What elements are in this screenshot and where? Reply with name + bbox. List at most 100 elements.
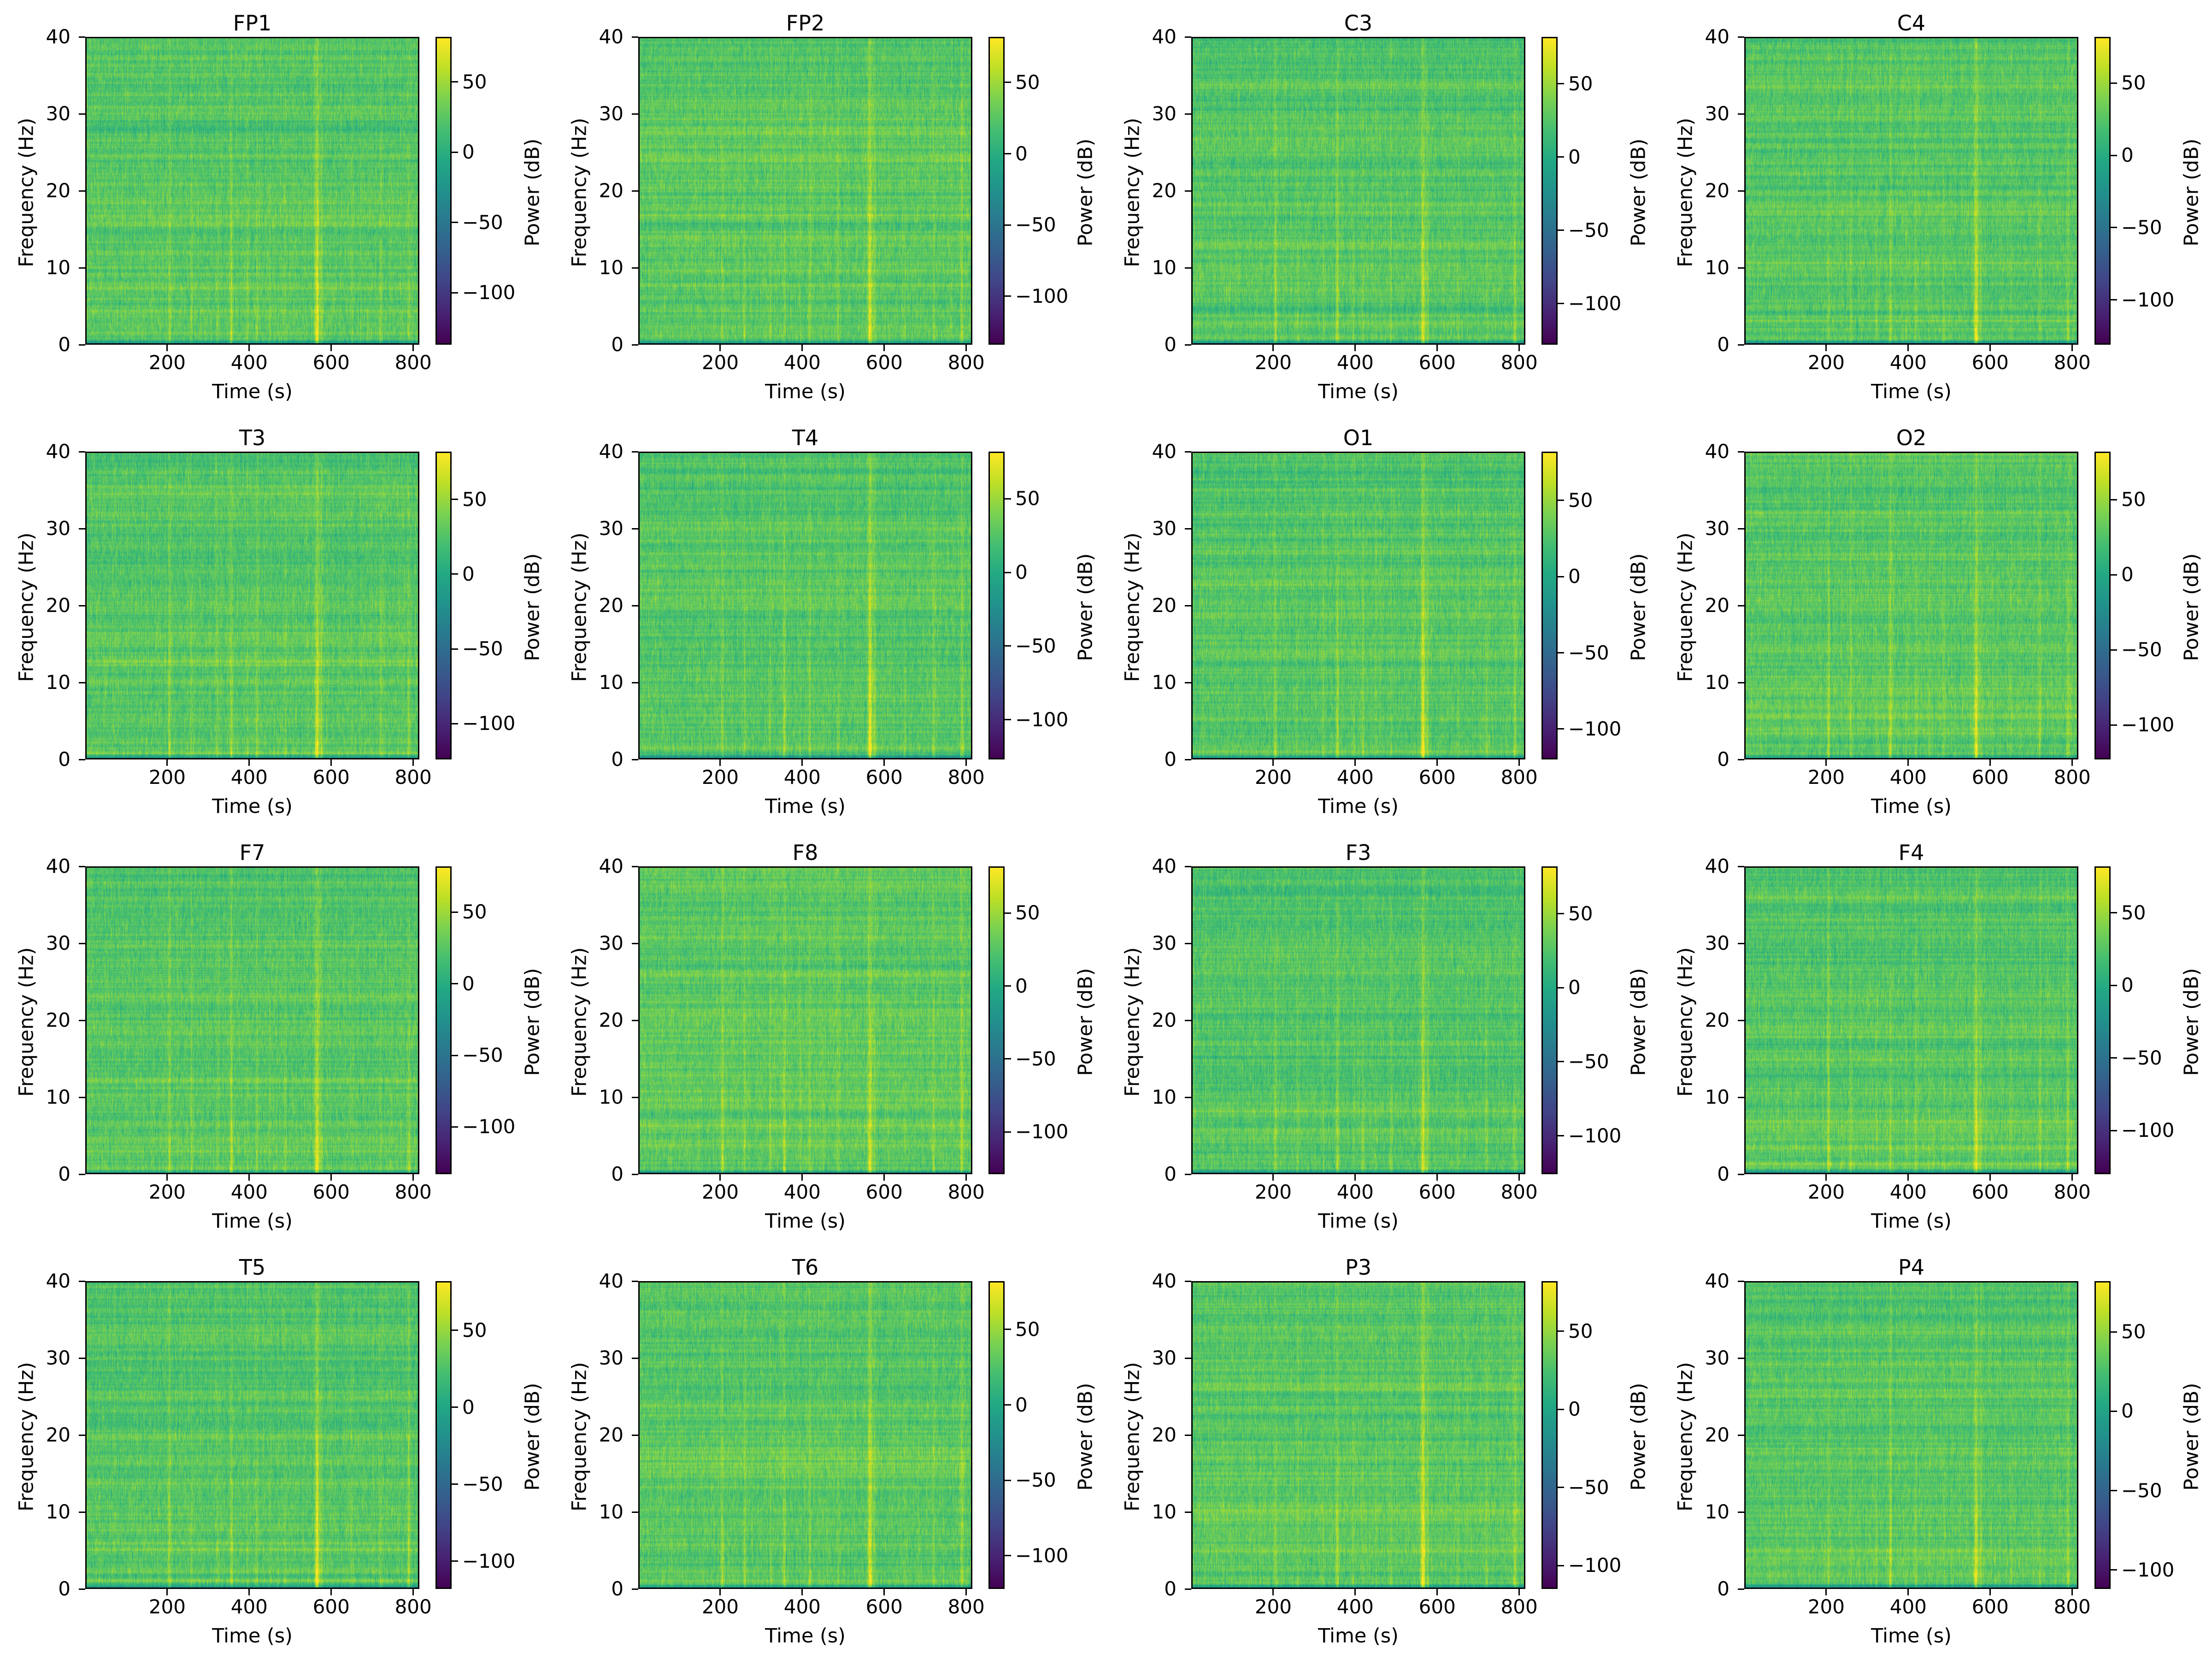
y-tick-label: 0 [611, 1163, 624, 1185]
colorbar [1541, 866, 1558, 1174]
x-tick-label: 800 [2053, 351, 2091, 374]
x-tick-mark [1354, 345, 1356, 351]
x-tick-mark [1825, 345, 1827, 351]
y-tick-label: 0 [1717, 333, 1730, 356]
y-tick-mark [79, 865, 85, 867]
colorbar-tick-label: 0 [2121, 144, 2134, 167]
colorbar-tick-mark [2111, 724, 2117, 726]
colorbar-tick-label: 0 [462, 1395, 475, 1418]
x-tick-label: 200 [1254, 1181, 1292, 1203]
spectrogram-plot [1191, 866, 1525, 1174]
x-axis-label: Time (s) [212, 795, 293, 818]
x-tick-mark [719, 759, 721, 766]
colorbar-tick-label: 50 [462, 488, 487, 511]
colorbar-tick-mark [452, 1054, 458, 1056]
colorbar-tick-label: −100 [1568, 1554, 1622, 1577]
panel-title: T6 [792, 1255, 819, 1280]
y-tick-label: 30 [1152, 932, 1177, 954]
x-tick-label: 400 [1336, 766, 1374, 788]
x-tick-label: 400 [230, 1181, 268, 1203]
y-tick-label: 20 [1705, 1009, 1730, 1031]
colorbar-tick-mark [1558, 156, 1564, 158]
colorbar-tick-mark [2111, 1569, 2117, 1571]
colorbar-tick-mark [1558, 1487, 1564, 1488]
colorbar-tick-label: 50 [462, 70, 487, 93]
x-tick-label: 600 [1971, 1595, 2009, 1618]
x-tick-label: 200 [148, 1181, 186, 1203]
panel-title: T5 [239, 1255, 266, 1280]
x-tick-mark [2071, 345, 2073, 351]
colorbar-tick-label: 50 [1568, 1319, 1593, 1342]
spectrogram-plot [85, 37, 419, 345]
x-tick-label: 200 [1807, 1181, 1845, 1203]
y-tick-mark [1185, 865, 1191, 867]
x-tick-label: 800 [1500, 351, 1538, 374]
y-tick-mark [1738, 1173, 1744, 1175]
y-tick-label: 0 [1164, 748, 1177, 771]
x-tick-label: 600 [1971, 351, 2009, 374]
colorbar [988, 866, 1005, 1174]
colorbar-tick-mark [2111, 1057, 2117, 1059]
spectrogram-plot [85, 866, 419, 1174]
panel-title: F7 [239, 840, 265, 865]
colorbar-tick-label: 0 [1015, 1393, 1028, 1416]
y-tick-mark [1738, 1357, 1744, 1359]
colorbar-tick-label: 50 [2121, 71, 2146, 94]
y-tick-mark [79, 1096, 85, 1098]
y-tick-mark [1185, 267, 1191, 269]
colorbar-tick-label: 50 [462, 900, 487, 924]
colorbar [1541, 37, 1558, 345]
y-tick-label: 10 [46, 256, 71, 279]
x-tick-mark [719, 1174, 721, 1181]
y-tick-mark [1185, 1173, 1191, 1175]
colorbar [988, 1281, 1005, 1589]
y-tick-mark [632, 190, 638, 192]
colorbar [435, 452, 452, 759]
y-tick-mark [1738, 682, 1744, 683]
colorbar-tick-mark [1005, 645, 1011, 647]
x-tick-label: 200 [1254, 766, 1292, 788]
x-tick-mark [1907, 1589, 1909, 1595]
y-tick-label: 20 [1705, 179, 1730, 202]
y-tick-mark [1185, 528, 1191, 529]
x-tick-mark [1436, 345, 1438, 351]
x-tick-mark [1354, 1589, 1356, 1595]
colorbar-tick-mark [1558, 913, 1564, 915]
x-tick-label: 800 [394, 351, 432, 374]
y-tick-mark [79, 1173, 85, 1175]
spectrogram-image [1191, 866, 1525, 1174]
y-tick-label: 40 [1152, 25, 1177, 48]
x-tick-mark [965, 345, 967, 351]
spectrogram-plot [1744, 37, 2078, 345]
spectrogram-image [638, 1281, 972, 1589]
y-tick-label: 10 [1705, 1500, 1730, 1523]
colorbar-tick-mark [1005, 985, 1011, 987]
colorbar-tick-mark [2111, 299, 2117, 301]
x-tick-mark [412, 345, 414, 351]
colorbar-tick-label: 0 [1568, 1398, 1581, 1421]
colorbar-tick-label: 50 [2121, 1320, 2146, 1343]
y-tick-mark [1185, 682, 1191, 683]
colorbar-tick-mark [1558, 1135, 1564, 1136]
y-tick-mark [79, 1357, 85, 1359]
x-tick-label: 400 [230, 1595, 268, 1618]
spectrogram-plot [638, 866, 972, 1174]
x-tick-mark [248, 759, 250, 766]
x-tick-label: 200 [148, 766, 186, 788]
colorbar-tick-label: −50 [1568, 1476, 1609, 1499]
spectrogram-image [1744, 37, 2078, 345]
y-tick-label: 0 [58, 1163, 71, 1185]
x-tick-label: 800 [2053, 766, 2091, 788]
y-tick-mark [632, 865, 638, 867]
x-tick-label: 800 [947, 351, 985, 374]
x-axis-label: Time (s) [1318, 1624, 1399, 1647]
x-tick-label: 800 [2053, 1595, 2091, 1618]
colorbar-tick-label: 50 [1568, 488, 1593, 512]
x-axis-label: Time (s) [1318, 1210, 1399, 1233]
colorbar-tick-mark [452, 911, 458, 913]
x-axis-label: Time (s) [1871, 380, 1952, 403]
